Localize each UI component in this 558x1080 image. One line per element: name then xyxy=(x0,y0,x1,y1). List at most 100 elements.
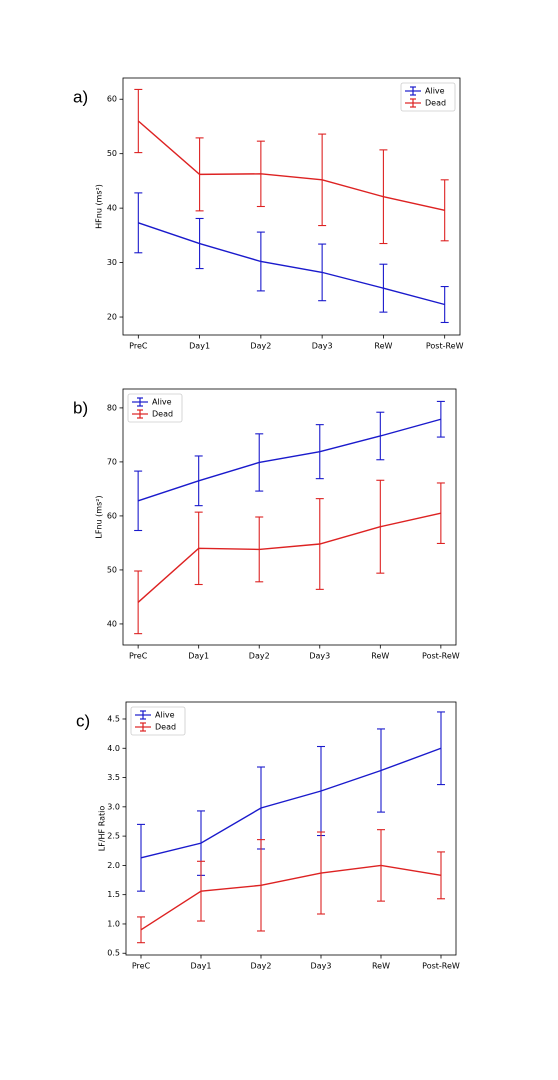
y-tick-label: 3.0 xyxy=(107,802,120,811)
y-tick-label: 1.5 xyxy=(107,890,120,899)
x-tick-label: Day3 xyxy=(309,652,330,661)
error-bar xyxy=(317,745,325,837)
panel-label: b) xyxy=(73,398,88,417)
error-bar xyxy=(315,498,324,590)
x-tick-label: Day2 xyxy=(250,342,271,351)
x-tick-label: ReW xyxy=(374,342,392,351)
error-bar xyxy=(317,831,325,915)
legend-swatch xyxy=(135,722,151,732)
y-tick-label: 30 xyxy=(107,258,117,267)
series-line xyxy=(138,222,445,306)
axes-frame xyxy=(122,77,461,336)
x-tick-label: Post-ReW xyxy=(422,652,460,661)
error-bar xyxy=(255,433,264,492)
x-tick-label: Day1 xyxy=(189,342,210,351)
y-tick-label: 2.0 xyxy=(107,861,120,870)
error-bar xyxy=(134,88,143,154)
legend-label: Alive xyxy=(155,711,175,720)
x-tick-label: Post-ReW xyxy=(426,342,464,351)
x-tick-label: Day1 xyxy=(188,652,209,661)
series-line xyxy=(137,418,442,502)
legend-box xyxy=(400,82,456,112)
panel-label: c) xyxy=(76,711,90,730)
x-tick-label: Day2 xyxy=(251,962,272,971)
legend-label: Dead xyxy=(425,99,446,108)
error-bar xyxy=(195,217,204,270)
legend-swatch xyxy=(405,86,421,96)
error-bar xyxy=(376,411,385,461)
error-bar xyxy=(376,479,385,574)
error-bar xyxy=(437,711,445,786)
error-bar xyxy=(436,400,445,438)
error-bar xyxy=(257,839,265,932)
error-bar xyxy=(318,133,327,227)
y-tick-label: 0.5 xyxy=(107,949,120,958)
error-bar xyxy=(436,482,445,545)
series-line xyxy=(140,747,442,859)
legend-label: Alive xyxy=(425,87,445,96)
y-tick-label: 20 xyxy=(107,313,117,322)
y-axis-label: HFnu (ms²) xyxy=(95,184,104,229)
y-tick-label: 40 xyxy=(107,619,117,628)
y-tick-label: 1.0 xyxy=(107,919,120,928)
y-tick-label: 60 xyxy=(107,511,117,520)
error-bar xyxy=(137,916,145,944)
error-bar xyxy=(379,263,388,313)
y-tick-label: 80 xyxy=(107,403,117,412)
error-bar xyxy=(315,424,324,480)
x-tick-label: Day3 xyxy=(311,962,332,971)
x-tick-label: PreC xyxy=(132,962,151,971)
error-bar xyxy=(194,455,203,507)
y-tick-label: 4.0 xyxy=(107,744,120,753)
x-tick-label: ReW xyxy=(372,962,390,971)
legend-swatch xyxy=(135,710,151,720)
error-bar xyxy=(255,516,264,583)
error-bar xyxy=(256,231,265,292)
x-tick-label: ReW xyxy=(371,652,389,661)
axes-frame xyxy=(125,701,457,956)
y-tick-label: 50 xyxy=(107,565,117,574)
x-tick-label: PreC xyxy=(129,652,148,661)
error-bar xyxy=(440,179,449,242)
y-tick-label: 4.5 xyxy=(107,714,120,723)
y-tick-label: 50 xyxy=(107,149,117,158)
legend-label: Dead xyxy=(152,410,173,419)
legend-swatch xyxy=(132,397,148,407)
error-bar xyxy=(437,851,445,900)
error-bar xyxy=(257,766,265,850)
legend-swatch xyxy=(405,98,421,108)
error-bar xyxy=(197,860,205,922)
y-tick-label: 2.5 xyxy=(107,832,120,841)
series-line xyxy=(137,120,445,211)
series-line xyxy=(140,864,442,931)
y-axis-label: LF/HF Ratio xyxy=(98,806,107,852)
panel-label: a) xyxy=(73,87,88,106)
error-bar xyxy=(134,470,143,532)
y-tick-label: 40 xyxy=(107,204,117,213)
x-tick-label: Post-ReW xyxy=(422,962,460,971)
legend-box xyxy=(130,706,186,736)
error-bar xyxy=(379,149,388,245)
error-bar xyxy=(377,728,385,813)
legend-label: Dead xyxy=(155,723,176,732)
error-bar xyxy=(134,570,143,635)
error-bar xyxy=(256,140,265,208)
y-tick-label: 3.5 xyxy=(107,773,120,782)
y-tick-label: 60 xyxy=(107,95,117,104)
legend-label: Alive xyxy=(152,398,172,407)
x-tick-label: Day1 xyxy=(191,962,212,971)
y-tick-label: 70 xyxy=(107,457,117,466)
y-axis-label: LFnu (ms²) xyxy=(95,495,104,538)
axes-frame xyxy=(122,388,457,646)
error-bar xyxy=(194,511,203,586)
x-tick-label: Day3 xyxy=(312,342,333,351)
error-bar xyxy=(137,823,145,892)
legend-swatch xyxy=(132,409,148,419)
legend-box xyxy=(127,393,183,423)
x-tick-label: PreC xyxy=(129,342,148,351)
error-bar xyxy=(195,137,204,212)
x-tick-label: Day2 xyxy=(249,652,270,661)
error-bar xyxy=(377,829,385,902)
error-bar xyxy=(440,285,449,324)
